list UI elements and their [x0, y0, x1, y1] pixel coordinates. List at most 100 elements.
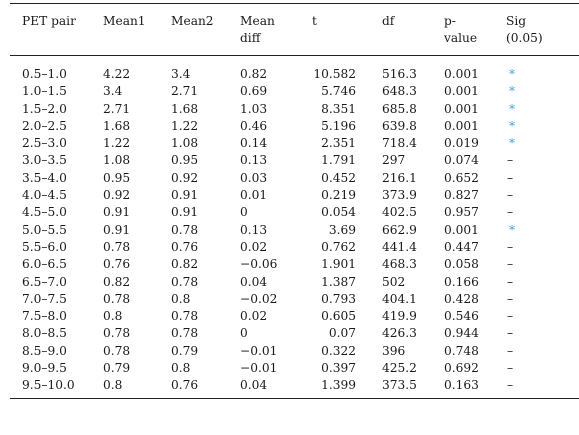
cell-pet-pair: 8.5–9.0	[22, 343, 67, 358]
cell-mean2: 0.91	[171, 205, 199, 220]
cell-t: 5.746	[321, 84, 356, 99]
header-pet-pair-label: PET pair	[22, 14, 76, 28]
cell-mean1: 0.8	[103, 378, 123, 393]
table-row: 4.0–4.5 0.92 0.91 0.01 0.219 373.9 0.827 –	[10, 187, 579, 204]
cell-p-value: 0.944	[444, 326, 479, 341]
cell-mean-diff: 0.14	[240, 136, 268, 151]
table-row: 0.5–1.0 4.22 3.4 0.82 10.582 516.3 0.001 *	[10, 56, 579, 84]
cell-mean1: 1.68	[103, 118, 131, 133]
cell-sig: *	[506, 222, 579, 239]
cell-mean2: 0.82	[171, 257, 199, 272]
significance-star-marker: *	[509, 84, 516, 99]
header-mean1-label: Mean1	[103, 14, 146, 28]
cell-mean2: 0.79	[171, 343, 199, 358]
not-significant-dash: –	[507, 274, 514, 289]
not-significant-dash: –	[507, 153, 514, 168]
significance-star-marker: *	[509, 222, 516, 237]
cell-mean1: 0.79	[103, 361, 131, 376]
not-significant-dash: –	[507, 170, 514, 185]
cell-p-value: 0.166	[444, 274, 479, 289]
header-mean-diff-line2: diff	[240, 31, 261, 45]
cell-pet-pair: 9.0–9.5	[22, 361, 67, 376]
cell-t: 10.582	[313, 67, 356, 81]
cell-t: 0.054	[321, 205, 356, 220]
cell-df: 441.4	[382, 239, 417, 254]
cell-mean-diff: 0.13	[240, 222, 268, 237]
cell-sig: *	[506, 101, 579, 118]
cell-df: 396	[382, 343, 406, 358]
cell-p-value: 0.447	[444, 239, 479, 254]
cell-df: 468.3	[382, 257, 417, 272]
cell-mean-diff: 0.02	[240, 309, 268, 324]
cell-p-value: 0.957	[444, 205, 479, 220]
cell-df: 502	[382, 274, 406, 289]
table-row: 7.5–8.0 0.8 0.78 0.02 0.605 419.9 0.546 –	[10, 308, 579, 325]
cell-p-value: 0.001	[444, 118, 479, 133]
cell-sig: –	[506, 325, 579, 342]
cell-mean-diff: −0.06	[240, 257, 278, 272]
header-df-label: df	[382, 14, 395, 28]
cell-mean1: 0.82	[103, 274, 131, 289]
cell-mean1: 1.08	[103, 153, 131, 168]
table-row: 2.5–3.0 1.22 1.08 0.14 2.351 718.4 0.019 *	[10, 135, 579, 152]
cell-mean2: 1.68	[171, 101, 199, 116]
table-row: 1.0–1.5 3.4 2.71 0.69 5.746 648.3 0.001 *	[10, 83, 579, 100]
cell-t: 3.69	[328, 222, 356, 237]
cell-t: 0.762	[321, 239, 356, 254]
cell-pet-pair: 2.5–3.0	[22, 136, 67, 151]
cell-df: 297	[382, 153, 406, 168]
cell-t: 0.605	[321, 309, 356, 324]
cell-mean2: 0.76	[171, 378, 199, 393]
header-mean-diff: Mean diff	[240, 4, 312, 56]
not-significant-dash: –	[507, 361, 514, 376]
not-significant-dash: –	[507, 326, 514, 341]
not-significant-dash: –	[507, 343, 514, 358]
table-row: 4.5–5.0 0.91 0.91 0 0.054 402.5 0.957 –	[10, 204, 579, 221]
cell-df: 373.9	[382, 188, 417, 203]
bottom-rule-row	[10, 397, 579, 399]
table-row: 9.5–10.0 0.8 0.76 0.04 1.399 373.5 0.163 –	[10, 377, 579, 398]
cell-t: 1.387	[321, 274, 356, 289]
table-header: PET pair Mean1 Mean2 Mean diff t df p-val…	[10, 3, 579, 56]
header-sig-line1: Sig	[506, 14, 527, 28]
cell-p-value: 0.001	[444, 84, 479, 99]
table-row: 9.0–9.5 0.79 0.8 −0.01 0.397 425.2 0.692 –	[10, 360, 579, 377]
cell-sig: –	[506, 308, 579, 325]
cell-pet-pair: 3.5–4.0	[22, 170, 67, 185]
cell-pet-pair: 8.0–8.5	[22, 326, 67, 341]
cell-sig: –	[506, 343, 579, 360]
table-row: 5.5–6.0 0.78 0.76 0.02 0.762 441.4 0.447 –	[10, 239, 579, 256]
cell-t: 0.452	[321, 170, 356, 185]
table-row: 3.0–3.5 1.08 0.95 0.13 1.791 297 0.074 –	[10, 152, 579, 169]
cell-pet-pair: 4.0–4.5	[22, 188, 67, 203]
cell-mean2: 0.78	[171, 222, 199, 237]
table-body: 0.5–1.0 4.22 3.4 0.82 10.582 516.3 0.001 * 1.0–1…	[10, 56, 579, 399]
cell-mean-diff: 0.02	[240, 239, 268, 254]
cell-p-value: 0.546	[444, 309, 479, 324]
cell-mean2: 0.92	[171, 170, 199, 185]
cell-pet-pair: 0.5–1.0	[22, 67, 67, 81]
header-pet-pair: PET pair	[10, 4, 103, 56]
cell-mean-diff: 0.01	[240, 188, 268, 203]
header-row: PET pair Mean1 Mean2 Mean diff t df p-val…	[10, 3, 579, 56]
not-significant-dash: –	[507, 291, 514, 306]
cell-t: 8.351	[321, 101, 356, 116]
header-sig: Sig (0.05)	[506, 4, 579, 56]
cell-pet-pair: 1.5–2.0	[22, 101, 67, 116]
significance-star-marker: *	[509, 136, 516, 151]
table-row: 5.0–5.5 0.91 0.78 0.13 3.69 662.9 0.001 *	[10, 222, 579, 239]
cell-p-value: 0.001	[444, 222, 479, 237]
cell-p-value: 0.428	[444, 291, 479, 306]
cell-mean-diff: 0.69	[240, 84, 268, 99]
cell-df: 685.8	[382, 101, 417, 116]
cell-pet-pair: 2.0–2.5	[22, 118, 67, 133]
table-row: 2.0–2.5 1.68 1.22 0.46 5.196 639.8 0.001 *	[10, 118, 579, 135]
cell-sig: –	[506, 187, 579, 204]
header-p-value-line2: value	[444, 31, 478, 45]
cell-df: 373.5	[382, 378, 417, 393]
cell-df: 516.3	[382, 67, 417, 81]
cell-mean-diff: 0	[240, 205, 248, 220]
cell-mean1: 0.92	[103, 188, 131, 203]
cell-mean1: 0.95	[103, 170, 131, 185]
